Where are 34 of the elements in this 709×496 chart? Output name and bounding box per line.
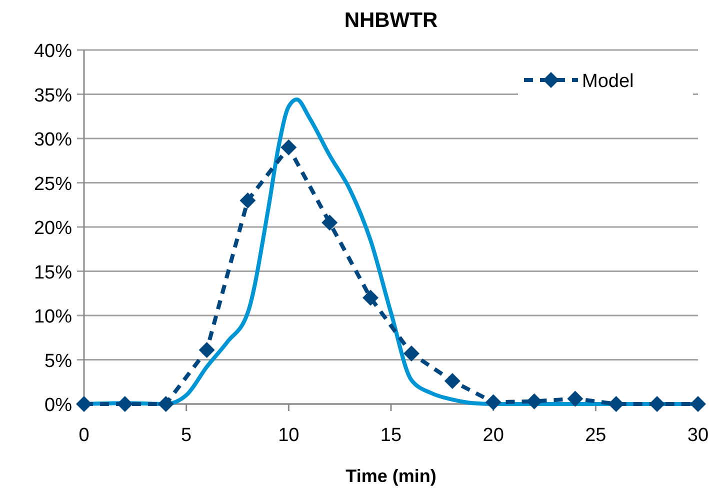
legend-label: Model [582,71,634,92]
point [158,396,174,412]
point [690,396,706,412]
x-tick-label: 10 [278,425,300,446]
y-tick-label: 5% [44,350,72,372]
point [362,290,379,306]
point [240,192,256,208]
point [403,346,420,362]
point [198,342,215,358]
y-tick-label: 25% [34,174,72,195]
y-tick-label: 40% [34,41,72,62]
x-tick-label: 5 [181,425,192,446]
y-tick-label: 0% [44,395,72,416]
point [608,396,624,412]
chart-title: NHBWTR [344,9,438,32]
point [322,214,338,231]
y-tick-label: 35% [34,85,72,106]
point [649,396,666,412]
y-tick-label: 10% [34,306,72,328]
x-tick-label: 20 [482,425,504,446]
y-tick-label: 20% [34,218,72,239]
x-tick-label: 30 [687,425,709,446]
x-axis-title: Time (min) [346,466,436,486]
y-tick-label: 30% [34,130,72,150]
x-tick-label: 15 [380,425,402,446]
point [444,372,460,389]
y-tick-label: 15% [34,262,72,284]
x-tick-label: 0 [78,425,90,446]
x-tick-label: 25 [585,425,606,446]
point [76,396,92,412]
point [526,393,542,410]
point [485,394,502,410]
point [567,390,584,407]
point [280,139,297,156]
